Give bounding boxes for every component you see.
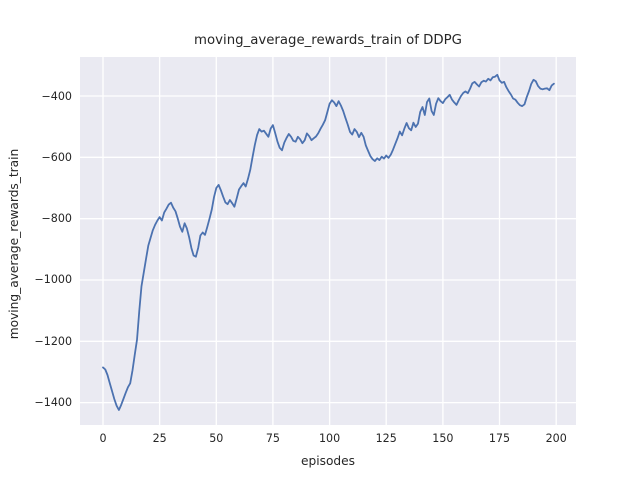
y-tick-label: −1400	[34, 396, 72, 410]
plot-area	[80, 57, 576, 425]
x-tick-label: 100	[318, 432, 341, 445]
x-tick-label: 75	[265, 432, 280, 445]
x-axis-label: episodes	[300, 454, 355, 468]
data-line-series	[102, 73, 555, 411]
x-tick-label: 50	[209, 432, 224, 445]
x-tick-label: 150	[432, 432, 454, 445]
y-tick-label: −400	[41, 89, 72, 103]
y-tick-label: −800	[41, 212, 72, 226]
x-tick-label: 125	[375, 432, 397, 445]
y-tick-label: −600	[41, 150, 72, 164]
y-tick-label: −1000	[34, 273, 72, 287]
y-tick-label: −1200	[34, 334, 72, 348]
x-tick-label: 200	[545, 432, 567, 445]
x-tick-label: 0	[99, 432, 107, 445]
plot-canvas	[80, 57, 576, 425]
x-tick-label: 25	[152, 432, 167, 445]
x-tick-label: 175	[488, 432, 511, 445]
chart-title: moving_average_rewards_train of DDPG	[194, 33, 462, 48]
